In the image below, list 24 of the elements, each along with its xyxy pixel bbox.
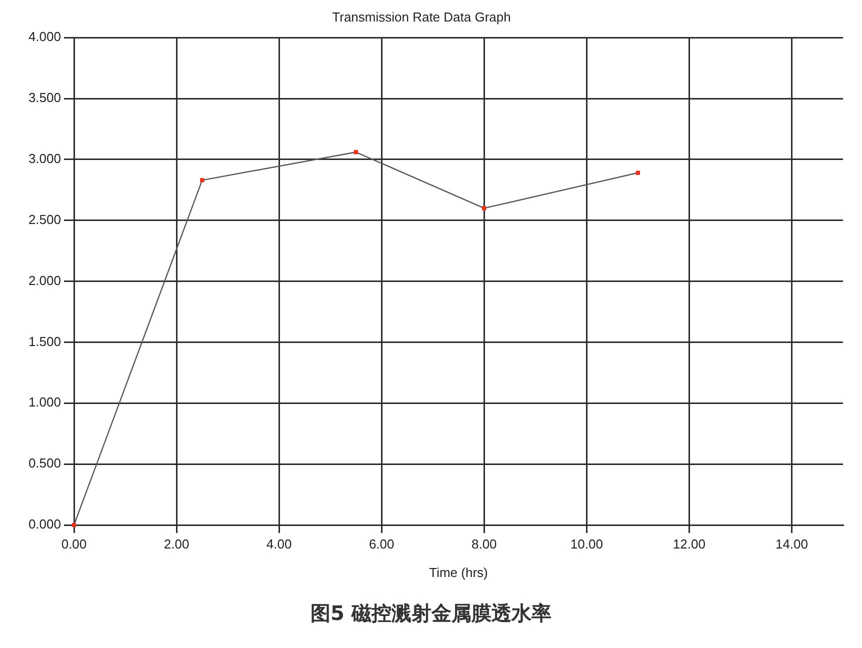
y-tick-label: 3.000 xyxy=(28,151,61,166)
point xyxy=(200,178,204,182)
caption: 图5 磁控溅射金属膜透水率 xyxy=(310,600,552,627)
point xyxy=(354,150,358,154)
y-tick-label: 0.000 xyxy=(28,516,61,532)
x-tick-label: 12.00 xyxy=(672,536,706,552)
x-axis-title: Time (hrs) xyxy=(429,564,488,580)
y-tick-label: 1.000 xyxy=(28,394,61,410)
y-tick-label: 4.000 xyxy=(28,29,61,44)
x-tick-label: 2.00 xyxy=(164,536,190,552)
y-tick-label: 2.000 xyxy=(28,272,61,288)
x-tick-label: 6.00 xyxy=(368,536,394,552)
point xyxy=(482,206,486,210)
x-tick-label: 10.00 xyxy=(570,536,603,552)
y-tick-label: 0.500 xyxy=(28,456,61,471)
y-tick-label: 3.500 xyxy=(28,90,61,106)
x-tick-label: 0.00 xyxy=(61,536,87,552)
y-tick-label: 1.500 xyxy=(28,334,61,349)
point xyxy=(636,170,640,175)
chart-title: Transmission Rate Data Graph xyxy=(332,9,511,24)
x-tick-label: 14.00 xyxy=(775,536,808,552)
y-tick-label: 2.500 xyxy=(28,212,61,227)
x-tick-label: 4.00 xyxy=(266,536,292,552)
x-tick-label: 8.00 xyxy=(471,536,497,552)
